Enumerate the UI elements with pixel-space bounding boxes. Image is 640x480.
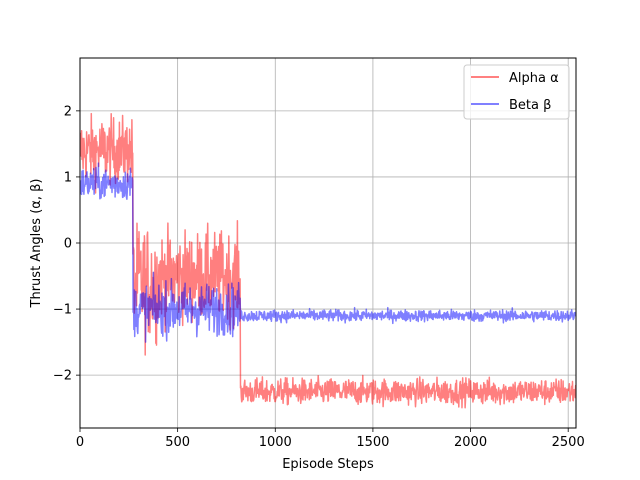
y-tick-label: 2 — [64, 104, 72, 119]
y-tick-label: −2 — [53, 369, 72, 384]
legend-label-alpha: Alpha α — [509, 71, 559, 86]
series-layer — [80, 112, 576, 409]
x-tick-label: 2500 — [552, 435, 585, 450]
x-tick-label: 1500 — [356, 435, 389, 450]
x-axis-label: Episode Steps — [282, 457, 374, 472]
series-line-alpha — [80, 112, 576, 409]
y-tick-label: −1 — [53, 303, 72, 318]
series-line-beta — [80, 162, 576, 343]
legend-box — [463, 64, 570, 120]
y-axis-label: Thrust Angles (α, β) — [29, 179, 44, 309]
x-tick-label: 1000 — [259, 435, 292, 450]
y-tick-label: 0 — [64, 237, 72, 252]
x-tick-label: 0 — [76, 435, 84, 450]
x-tick-label: 2000 — [454, 435, 487, 450]
legend: Alpha α Beta β — [463, 64, 570, 120]
legend-label-beta: Beta β — [509, 98, 551, 113]
ticks: 0 500 1000 1500 2000 2500 −2 −1 0 1 2 — [53, 104, 585, 450]
y-tick-label: 1 — [64, 170, 72, 185]
x-tick-label: 500 — [165, 435, 190, 450]
